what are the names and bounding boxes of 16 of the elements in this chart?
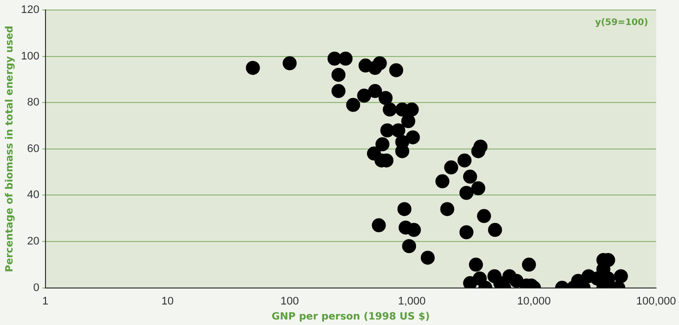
y-axis-title: Percentage of biomass in total energy used (4, 26, 16, 272)
y-tick-label: 60 (27, 142, 40, 155)
x-tick-label: 1,000 (398, 295, 426, 308)
y-tick-label: 20 (27, 236, 40, 248)
x-tick-label: 10 (161, 295, 174, 308)
x-tick-label: 1 (42, 295, 48, 308)
annotation: y(59=100) (595, 18, 648, 28)
x-tick-label: 100 (280, 295, 299, 308)
x-tick-label: 100,000 (636, 295, 676, 308)
y-tick-label: 80 (27, 96, 40, 109)
y-tick-label: 0 (33, 282, 40, 294)
y-tick-label: 120 (20, 4, 40, 16)
x-tick-label: 10,000 (517, 295, 551, 308)
y-tick-label: 100 (20, 50, 40, 62)
y-tick-label: 40 (27, 189, 40, 202)
x-axis-title: GNP per person (1998 US $) (272, 312, 430, 323)
